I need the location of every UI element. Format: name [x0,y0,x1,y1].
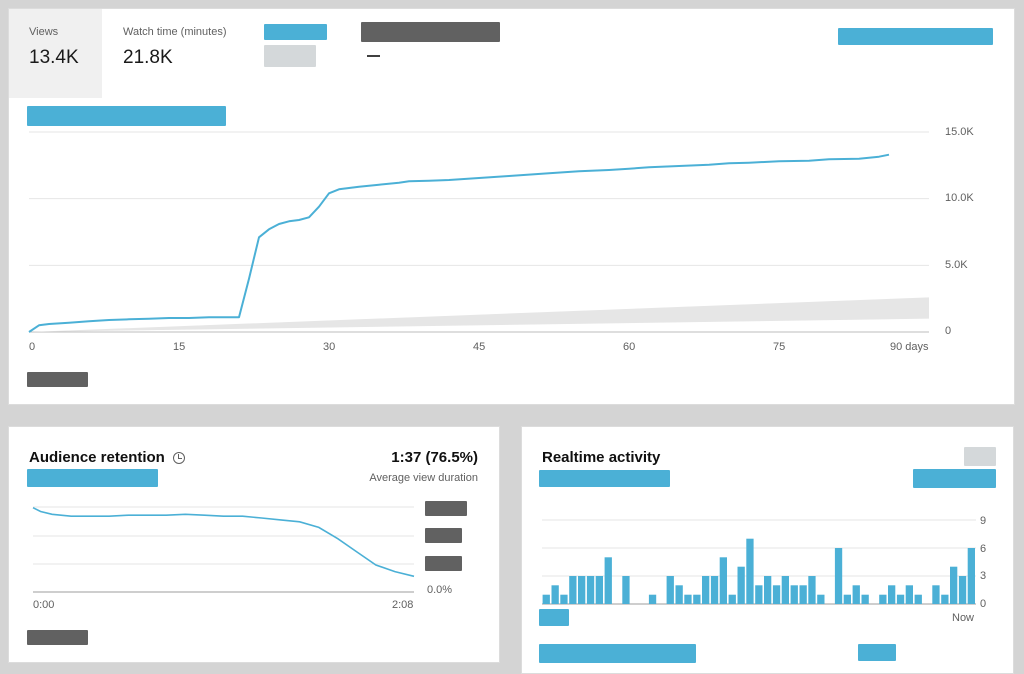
realtime-bar [905,585,913,604]
chart-title-placeholder [27,106,226,126]
realtime-bar [693,594,701,604]
average-view-duration-value: 1:37 (76.5%) [391,449,478,466]
realtime-bar [542,594,550,604]
realtime-bar [772,585,781,604]
realtime-bar [941,594,949,604]
realtime-subtitle-placeholder [539,470,670,487]
realtime-bar [746,538,754,604]
x-tick-15: 15 [173,341,186,353]
realtime-views-placeholder [858,644,896,661]
retention-legend-placeholder-2 [425,528,462,543]
realtime-bar [861,594,869,604]
realtime-bar [914,594,922,604]
realtime-bar [586,576,595,604]
y-tick-10k: 10.0K [945,192,974,204]
realtime-bar [604,557,612,604]
retention-x-start: 0:00 [33,599,55,611]
views-line-chart [28,131,929,333]
see-more-placeholder[interactable] [27,372,88,387]
retention-legend-placeholder-3 [425,556,462,571]
realtime-bar [967,548,975,604]
clock-icon[interactable] [173,452,185,464]
x-tick-60: 60 [623,341,636,353]
realtime-bar [684,594,692,604]
realtime-bar [879,594,887,604]
realtime-bar [702,576,710,604]
legend-typical-placeholder [264,45,316,67]
x-tick-45: 45 [473,341,486,353]
x-tick-30: 30 [323,341,336,353]
retention-y-label: 0.0% [427,584,453,596]
realtime-bar [958,576,967,604]
views-value: 13.4K [29,47,79,68]
x-tick-75: 75 [773,341,786,353]
views-tab[interactable]: Views 13.4K [9,9,102,98]
rt-x-now: Now [952,612,975,624]
y-tick-5k: 5.0K [945,259,968,271]
views-series-line [28,153,890,333]
realtime-bar [755,585,763,604]
watch-time-value: 21.8K [123,47,173,68]
realtime-bar [799,585,807,604]
analytics-overview-card: Views 13.4K Watch time (minutes) 21.8K 1… [8,8,1015,405]
realtime-bar [648,594,657,604]
realtime-count-placeholder [913,469,996,488]
realtime-bar [950,566,958,604]
realtime-bar [551,585,559,604]
x-tick-0: 0 [29,341,36,353]
realtime-bar [560,594,568,604]
realtime-bar [622,576,630,604]
realtime-bar [808,576,816,604]
rt-y-tick-6: 6 [980,543,987,555]
realtime-refresh-placeholder[interactable] [964,447,996,466]
realtime-bar [719,557,727,604]
realtime-bar [896,594,905,604]
watch-time-label: Watch time (minutes) [123,26,227,38]
views-label: Views [29,26,59,38]
realtime-bar [790,585,798,604]
realtime-bar [666,576,674,604]
realtime-bar [569,576,577,604]
advanced-mode-link-placeholder[interactable] [838,28,993,45]
realtime-activity-card: Realtime activity 9 6 3 0 Now [521,426,1014,674]
realtime-bar [675,585,683,604]
x-tick-90-days: 90 days [890,341,929,353]
realtime-bar [932,585,940,604]
realtime-bar [834,548,843,604]
legend-views-placeholder [264,24,327,40]
rt-y-tick-9: 9 [980,515,987,527]
realtime-top-content-placeholder [539,644,696,663]
audience-retention-card: Audience retention 1:37 (76.5%) Average … [8,426,500,663]
average-view-duration-label: Average view duration [369,472,478,484]
realtime-bar [843,594,851,604]
realtime-title: Realtime activity [542,449,661,466]
realtime-bar [578,576,586,604]
retention-series-line [32,506,415,578]
realtime-bar [888,585,896,604]
retention-x-end: 2:08 [392,599,414,611]
y-tick-0: 0 [945,325,952,337]
realtime-bar [781,576,789,604]
realtime-bar [817,594,825,604]
rt-y-tick-3: 3 [980,570,987,582]
typical-performance-placeholder [361,22,500,42]
typical-value-dash [367,55,380,57]
realtime-bar [852,585,860,604]
retention-legend-placeholder-1 [425,501,467,516]
retention-title: Audience retention [29,449,165,466]
realtime-bar [764,576,772,604]
retention-line-chart [32,506,415,593]
typical-performance-band [29,297,929,332]
watch-time-tab[interactable]: Watch time (minutes) 21.8K [103,9,243,98]
retention-see-more-placeholder[interactable] [27,630,88,645]
realtime-bar-chart [542,519,976,605]
realtime-bar [595,576,603,604]
realtime-x-start-placeholder [539,609,569,626]
retention-subtitle-placeholder [27,469,158,487]
y-tick-15k: 15.0K [945,126,974,138]
realtime-bar [728,594,736,604]
rt-y-tick-0: 0 [980,598,987,610]
realtime-bar [710,576,719,604]
realtime-bar [737,566,745,604]
